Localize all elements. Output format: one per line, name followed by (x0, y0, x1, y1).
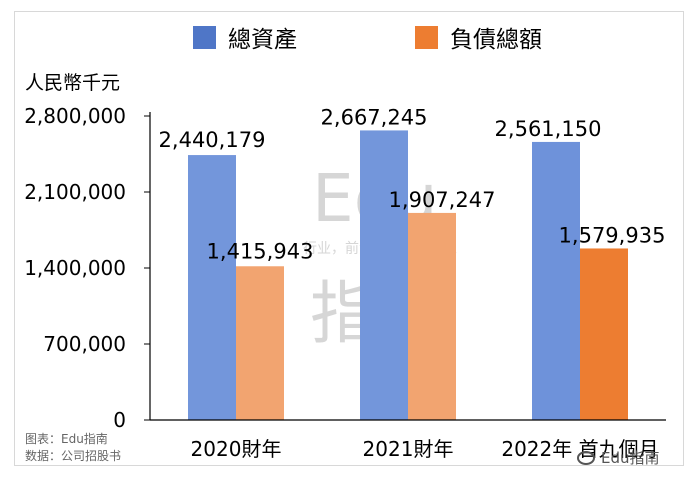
chart-frame (14, 11, 684, 466)
legend-swatch-total-assets (193, 25, 216, 49)
y-tick-label: 1,400,000 (24, 256, 126, 280)
data-label: 1,415,943 (207, 239, 314, 263)
data-credit: 数据：公司招股书 (25, 449, 122, 463)
wechat-icon (577, 450, 595, 465)
x-category-label: 2020財年 (191, 437, 282, 461)
bar-total-liabilities (236, 266, 284, 420)
chart-credit: 图表：Edu指南 (25, 432, 108, 446)
y-tick-label: 2,100,000 (24, 180, 126, 204)
bar-total-liabilities (408, 212, 456, 420)
legend: 總資產 負債總額 (0, 20, 700, 54)
data-label: 2,440,179 (159, 128, 266, 152)
data-label: 1,907,247 (389, 188, 496, 212)
legend-swatch-total-liabilities (415, 25, 438, 49)
wechat-badge-label: Edu指南 (601, 449, 660, 467)
legend-item-total-liabilities: 負債總額 (415, 20, 542, 54)
y-tick-label: 2,800,000 (24, 104, 126, 128)
data-label: 1,579,935 (559, 223, 666, 247)
data-label: 2,667,245 (321, 105, 428, 129)
wechat-badge: Edu指南 (577, 447, 660, 468)
x-category-label: 2021財年 (363, 437, 454, 461)
y-tick-label: 700,000 (43, 332, 126, 356)
legend-label-total-liabilities: 負債總額 (450, 27, 542, 53)
bar-total-assets (360, 130, 408, 421)
y-tick-label: 0 (113, 408, 126, 432)
bar-total-liabilities (580, 248, 628, 420)
bar-total-assets (532, 141, 580, 420)
unit-label: 人民幣千元 (25, 72, 121, 94)
data-label: 2,561,150 (495, 117, 602, 141)
bar-total-assets (188, 155, 236, 420)
legend-label-total-assets: 總資產 (228, 27, 297, 53)
legend-item-total-assets: 總資產 (193, 20, 297, 54)
